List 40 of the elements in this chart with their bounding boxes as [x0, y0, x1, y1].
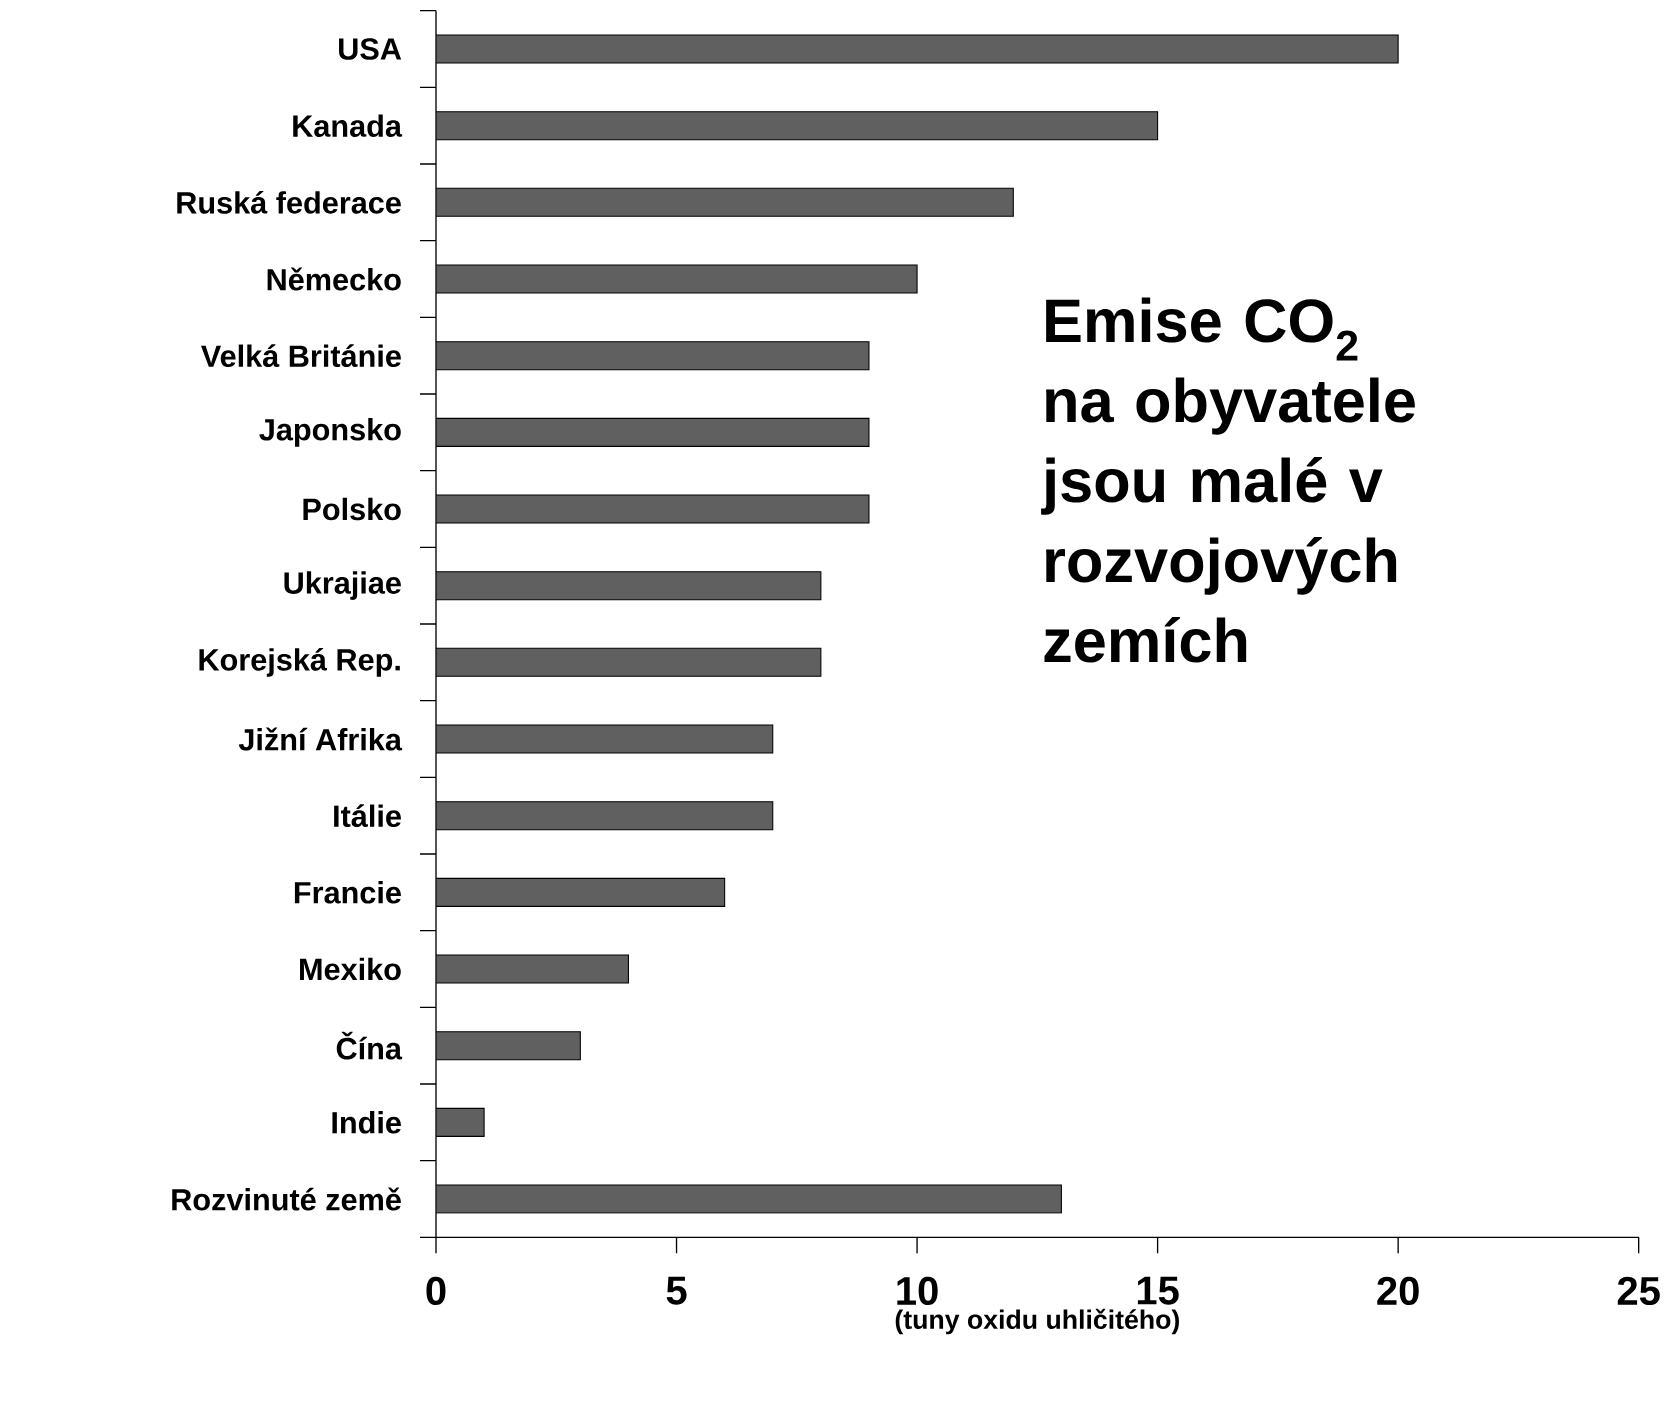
bar — [436, 570, 822, 601]
x-tick-label: 0 — [426, 1276, 446, 1305]
bar — [436, 264, 918, 294]
bar — [436, 800, 774, 831]
bar — [436, 954, 629, 984]
bar — [436, 494, 870, 524]
y-tick-label: Itálie — [334, 804, 401, 827]
bar — [436, 1107, 485, 1137]
bar — [436, 340, 870, 371]
x-tick-label: 15 — [1137, 1276, 1179, 1305]
bar — [436, 34, 1399, 64]
y-tick-label: Jižní Afrika — [238, 727, 403, 751]
y-tick-label: Německo — [267, 267, 401, 291]
y-tick-label: Francie — [294, 880, 401, 904]
bar — [436, 110, 1159, 141]
bar — [436, 187, 1014, 217]
y-tick-label: USA — [339, 37, 402, 60]
y-tick-label: Polsko — [303, 497, 401, 521]
y-tick-label: Japonsko — [259, 417, 401, 447]
bar — [436, 417, 870, 447]
y-tick-label: Kanada — [293, 114, 403, 137]
bar — [436, 724, 774, 754]
y-tick-label: Indie — [332, 1110, 401, 1134]
text: Emise CO$_{2}$ na obyvatele jsou malé v rozvojových zemích — [1041, 297, 1415, 663]
x-tick-label: 10 — [897, 1276, 938, 1305]
x-axis-title: (tuny oxidu uhličitého) — [895, 1308, 1179, 1335]
x-tick-label: 20 — [1377, 1276, 1419, 1305]
y-tick-label: Čína — [336, 1031, 403, 1060]
x-tick-label: 25 — [1617, 1276, 1660, 1305]
y-tick-label: Rozvinuté země — [172, 1187, 401, 1211]
y-tick-label: Ukrajiae — [284, 571, 401, 600]
y-tick-label: Korejská Rep. — [199, 647, 400, 677]
x-tick-label: 5 — [666, 1276, 687, 1305]
bar — [436, 1030, 581, 1061]
y-tick-label: Mexiko — [300, 957, 401, 981]
y-tick-label: Velká Británie — [201, 344, 401, 367]
bar — [436, 647, 822, 677]
bar — [436, 1184, 1062, 1214]
y-tick-label: Ruská federace — [177, 190, 401, 214]
bar — [436, 877, 726, 907]
